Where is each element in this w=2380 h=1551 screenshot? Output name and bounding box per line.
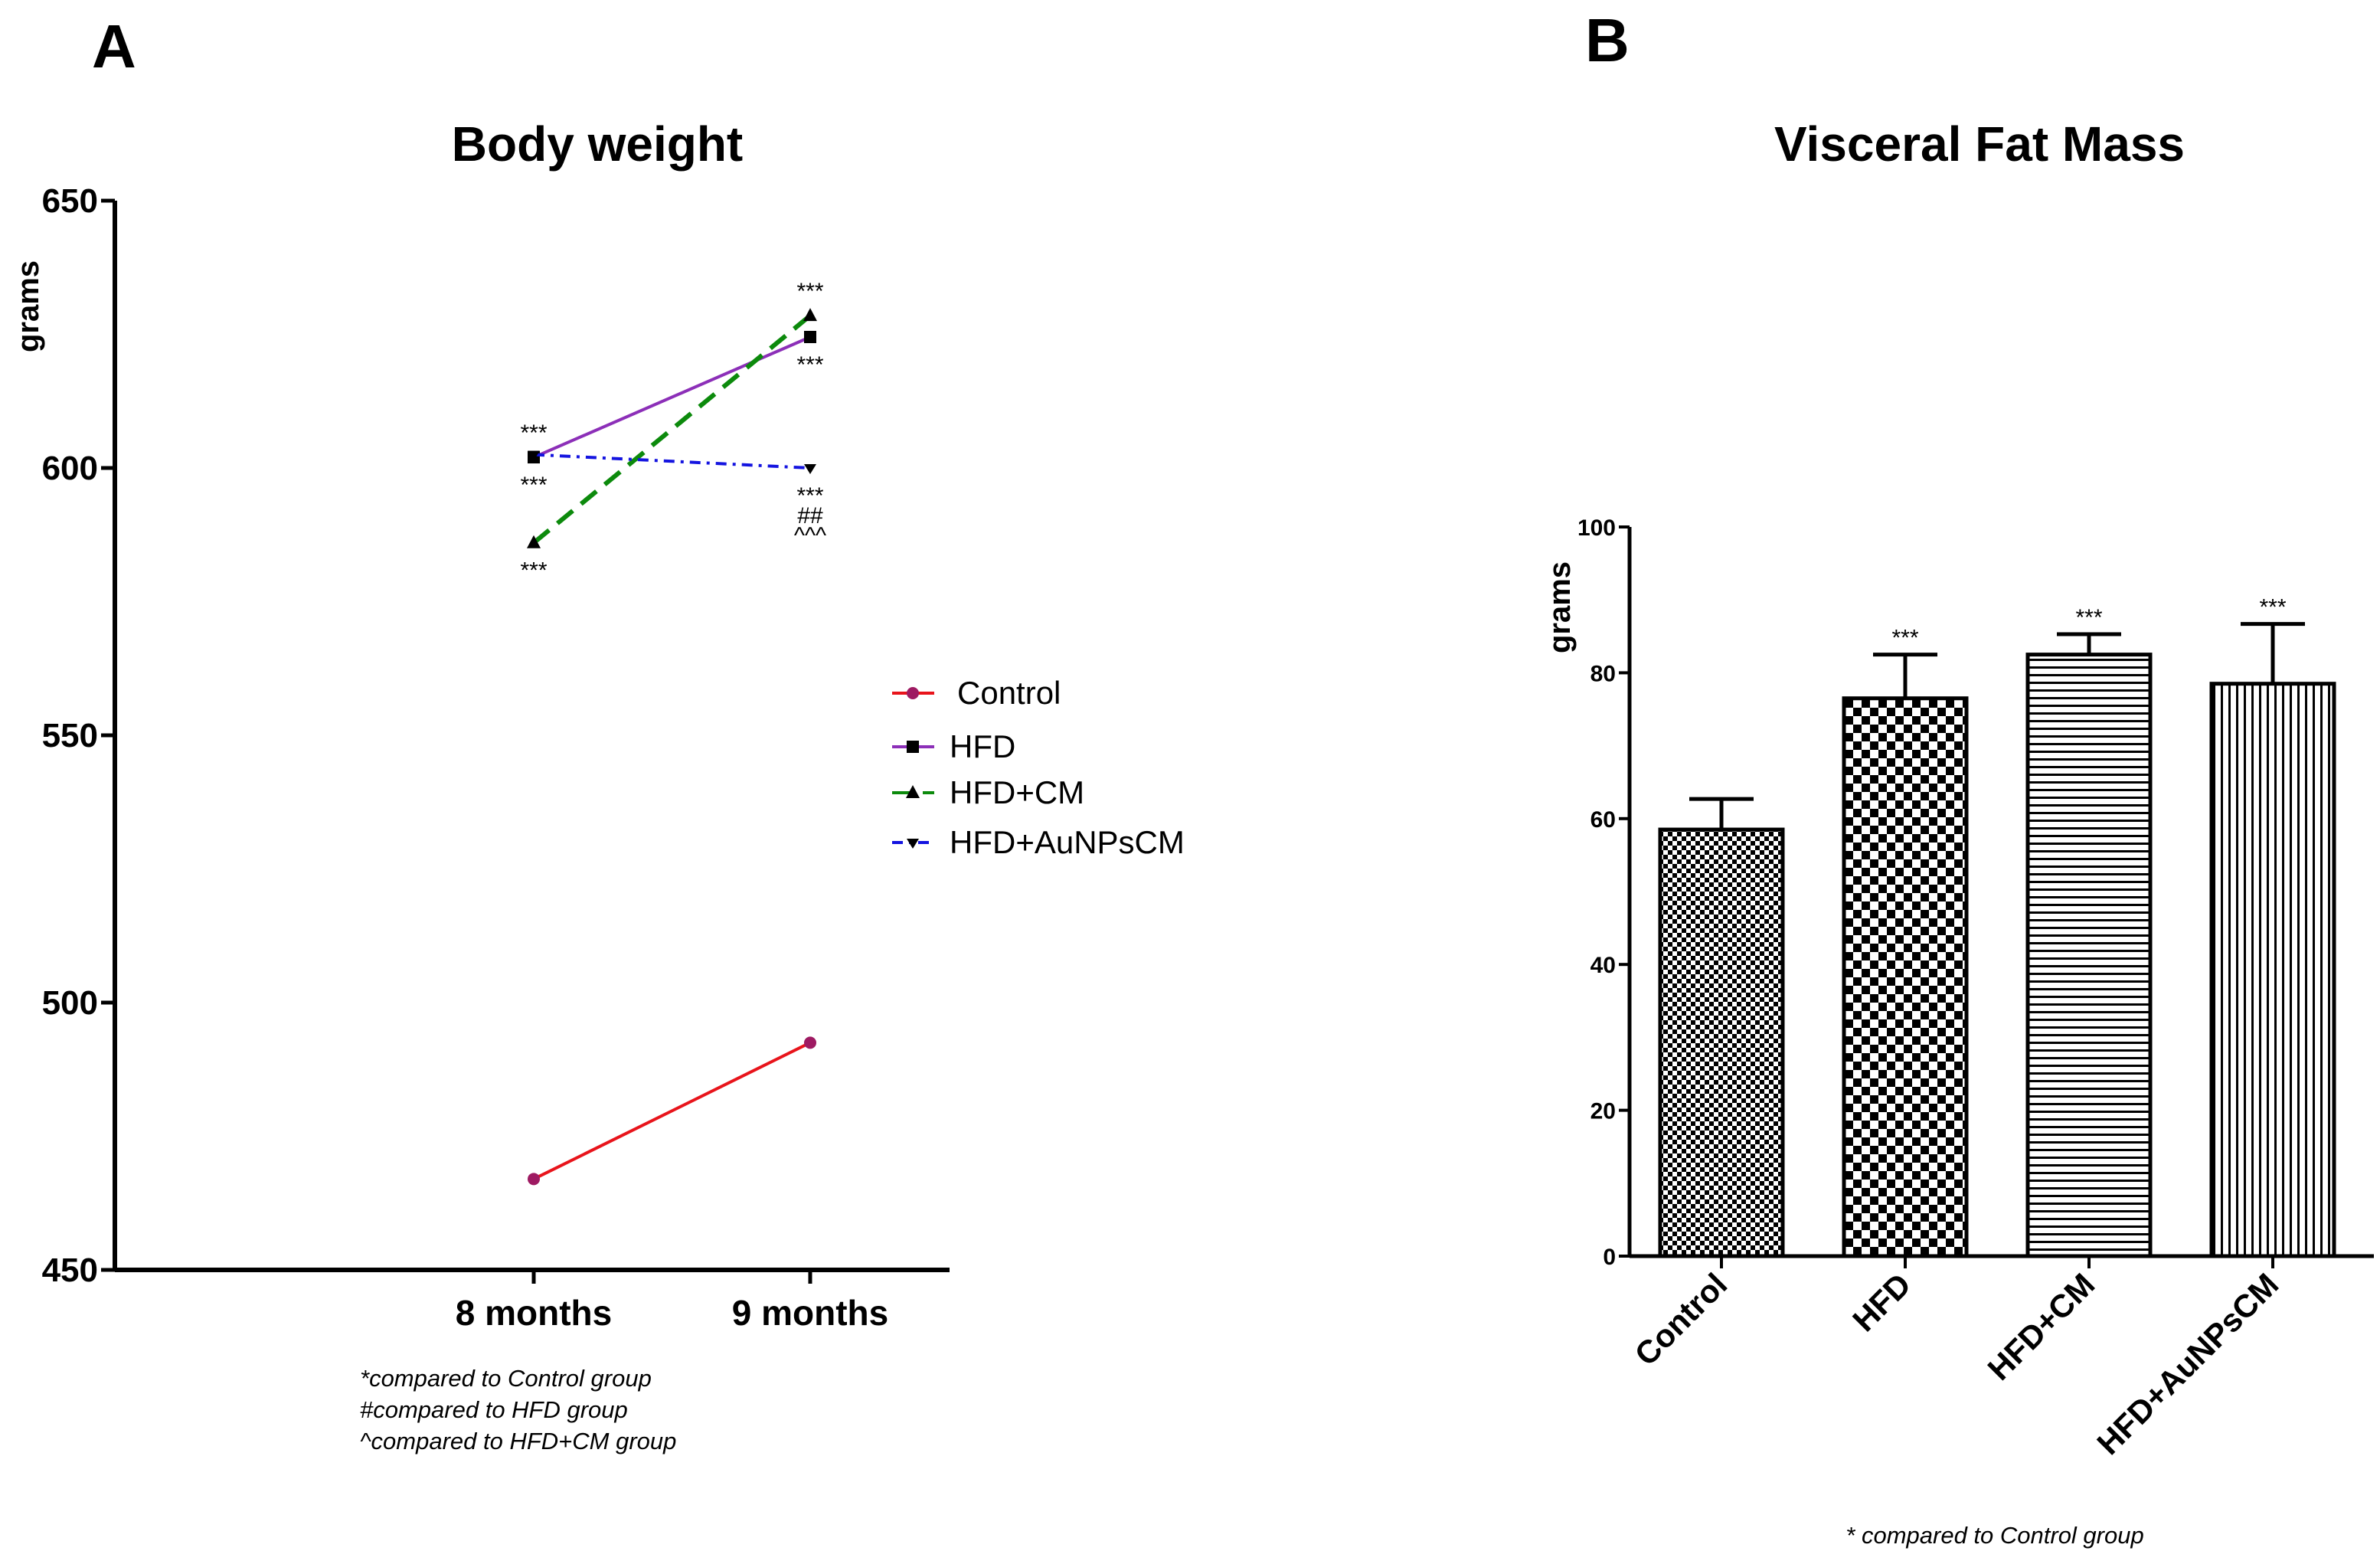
chart-a-ytick-label: 450 [42,1252,98,1289]
series-line-hfd-cm [532,313,812,545]
chart-b-ytick-label: 80 [1590,661,1616,686]
series-hfd-aunpscm [528,450,816,474]
data-point-hfd-aunpscm [528,450,540,461]
data-point-hfd [804,330,816,343]
significance-marker: *** [2075,605,2102,630]
data-point-hfd-cm [527,535,541,548]
significance-marker: *** [796,279,823,304]
chart-a-ytick-label: 650 [42,182,98,220]
legend-marker [906,785,920,798]
chart-a-footnote-2: #compared to HFD group [360,1396,628,1423]
chart-a-legend: Control HFD HFD+CM HFD+AuNPsCM [892,675,1185,860]
chart-b-ytick-label: 100 [1577,515,1616,541]
chart-b-title: Visceral Fat Mass [1774,116,2185,172]
chart-a-ytick-label: 500 [42,984,98,1022]
panel-a-label: A [92,12,136,80]
legend-item-hfd-cm: HFD+CM [892,774,1084,810]
chart-a-title: Body weight [452,116,743,172]
significance-marker: *** [796,483,823,509]
panel-b: B Visceral Fat Mass grams 0 20 40 60 80 100 C… [1543,6,2374,1549]
chart-a-ytick-label: 600 [42,450,98,487]
significance-marker: *** [520,420,547,446]
chart-a-annotations: ******************##^^^ [520,279,826,584]
series-line-hfd-aunpscm [533,453,811,470]
chart-a-footnote-1: *compared to Control group [360,1365,652,1392]
chart-b-ytick-label: 20 [1590,1099,1616,1124]
chart-b-xtick-label: Control [1628,1266,1734,1373]
significance-marker: *** [520,473,547,498]
chart-a-xtick-label: 9 months [732,1293,888,1333]
legend-marker [907,741,919,753]
series-line-control [533,1041,811,1181]
chart-b-bars: Control *** HFD *** HFD+CM *** HFD+AuNPsCM [1628,595,2336,1461]
chart-a-ytick-label: 550 [42,717,98,754]
panel-a: A Body weight grams 450 500 550 600 650 8 mon… [11,12,1185,1454]
significance-marker: *** [2259,595,2286,620]
chart-a-footnote-3: ^compared to HFD+CM group [360,1428,676,1454]
significance-marker: ^^^ [794,523,826,548]
bar-control [1658,827,1785,1258]
legend-marker [907,687,919,699]
legend-item-control: Control [892,675,1061,711]
chart-b-ylabel: grams [1543,561,1577,653]
data-point-control [804,1036,816,1049]
chart-b-xtick-label: HFD+AuNPsCM [2090,1266,2285,1461]
legend-item-hfd: HFD [892,728,1015,764]
significance-marker: ## [797,503,823,528]
data-point-control [528,1173,540,1186]
significance-marker: *** [1891,626,1918,651]
bar-group-hfd-cm: *** HFD+CM [1981,605,2153,1387]
chart-b-ytick-label: 60 [1590,807,1616,833]
series-line-hfd [533,335,811,459]
chart-b-ytick-label: 0 [1603,1245,1616,1270]
legend-label: HFD [950,728,1015,764]
series-hfd-cm [527,308,817,548]
chart-b-xtick-label: HFD+CM [1981,1266,2102,1387]
data-point-hfd-aunpscm [804,464,816,474]
series-hfd [528,330,816,464]
bar-group-hfd: *** HFD [1842,626,1969,1338]
chart-a-xtick-label: 8 months [456,1293,612,1333]
chart-b-footnote: * compared to Control group [1845,1522,2143,1549]
chart-b-xtick-label: HFD [1845,1266,1917,1338]
chart-a-series [527,308,817,1186]
significance-marker: *** [520,558,547,584]
bar-hfd-aunpscm [2209,682,2336,1258]
chart-a-axes: 450 500 550 600 650 8 months 9 months [42,182,950,1333]
data-point-hfd-cm [803,308,817,322]
bar-hfd-cm [2025,653,2153,1258]
panel-b-label: B [1585,6,1630,74]
bar-hfd [1842,696,1969,1258]
chart-a-ylabel: grams [11,260,45,352]
series-control [528,1036,816,1186]
legend-marker [907,839,919,849]
bar-group-control: Control [1628,797,1785,1373]
chart-b-ytick-label: 40 [1590,953,1616,978]
legend-label: Control [957,675,1061,711]
legend-label: HFD+CM [950,774,1084,810]
legend-item-hfd-aunpscm: HFD+AuNPsCM [892,824,1185,860]
significance-marker: *** [796,352,823,378]
legend-label: HFD+AuNPsCM [950,824,1185,860]
